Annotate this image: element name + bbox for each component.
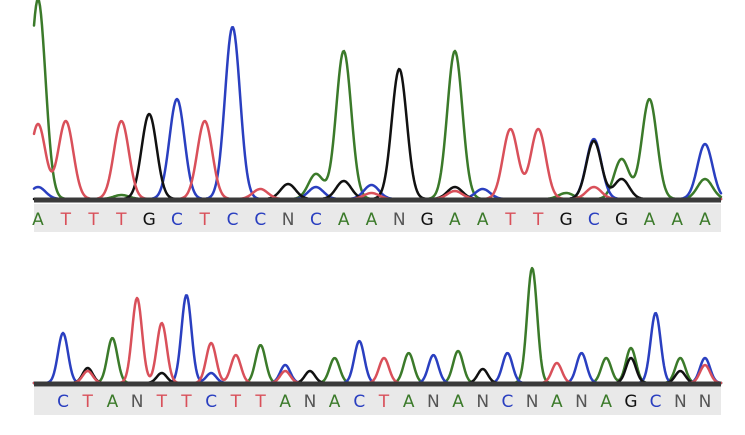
- base-call: A: [338, 210, 350, 230]
- trace-T: [32, 296, 723, 385]
- base-call: T: [115, 210, 127, 230]
- base-call: C: [227, 210, 239, 230]
- base-call: N: [476, 392, 489, 412]
- base-call: N: [575, 392, 588, 412]
- base-call: N: [282, 210, 295, 230]
- base-call: A: [366, 210, 378, 230]
- base-call: N: [674, 392, 687, 412]
- base-call: A: [32, 210, 44, 230]
- base-call: G: [559, 210, 572, 230]
- base-call: G: [615, 210, 628, 230]
- base-call: N: [427, 392, 440, 412]
- base-call: A: [644, 210, 656, 230]
- base-call: A: [449, 210, 461, 230]
- base-call: A: [403, 392, 415, 412]
- base-call: A: [551, 392, 563, 412]
- base-call: A: [107, 392, 119, 412]
- base-call: C: [171, 210, 183, 230]
- base-call: C: [588, 210, 600, 230]
- base-call: N: [131, 392, 144, 412]
- base-call: T: [230, 392, 242, 412]
- base-call: C: [353, 392, 365, 412]
- base-call: A: [671, 210, 683, 230]
- base-call: N: [526, 392, 539, 412]
- trace-A: [32, 266, 723, 385]
- base-call: A: [329, 392, 341, 412]
- base-call: N: [304, 392, 317, 412]
- base-call: T: [87, 210, 99, 230]
- base-call: T: [156, 392, 168, 412]
- base-call: A: [452, 392, 464, 412]
- base-call: A: [699, 210, 711, 230]
- base-call: T: [60, 210, 72, 230]
- base-call: C: [502, 392, 514, 412]
- base-call: G: [143, 210, 156, 230]
- base-call: N: [393, 210, 406, 230]
- base-call: C: [254, 210, 266, 230]
- base-call: T: [378, 392, 390, 412]
- base-call: G: [624, 392, 637, 412]
- base-call: N: [699, 392, 712, 412]
- base-call: T: [254, 392, 266, 412]
- base-call: T: [180, 392, 192, 412]
- trace-G: [32, 67, 723, 201]
- base-call: C: [205, 392, 217, 412]
- basecall-strip: [34, 204, 721, 232]
- base-call: T: [532, 210, 544, 230]
- base-call: A: [477, 210, 489, 230]
- base-call: C: [650, 392, 662, 412]
- base-call: T: [81, 392, 93, 412]
- base-call: A: [279, 392, 291, 412]
- base-call: G: [420, 210, 433, 230]
- base-call: T: [504, 210, 516, 230]
- basecall-strip: [34, 387, 721, 415]
- base-call: A: [600, 392, 612, 412]
- base-call: C: [310, 210, 322, 230]
- base-call: T: [199, 210, 211, 230]
- base-call: C: [57, 392, 69, 412]
